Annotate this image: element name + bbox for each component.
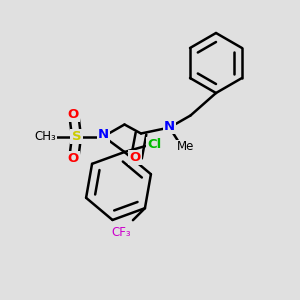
Text: N: N (164, 119, 175, 133)
Text: Cl: Cl (147, 138, 162, 151)
Text: O: O (68, 107, 79, 121)
Text: Me: Me (177, 140, 195, 154)
Text: CH₃: CH₃ (34, 130, 56, 143)
Text: O: O (68, 152, 79, 166)
Text: N: N (98, 128, 109, 142)
Text: CF₃: CF₃ (111, 226, 131, 239)
Text: O: O (129, 151, 141, 164)
Text: S: S (72, 130, 81, 143)
